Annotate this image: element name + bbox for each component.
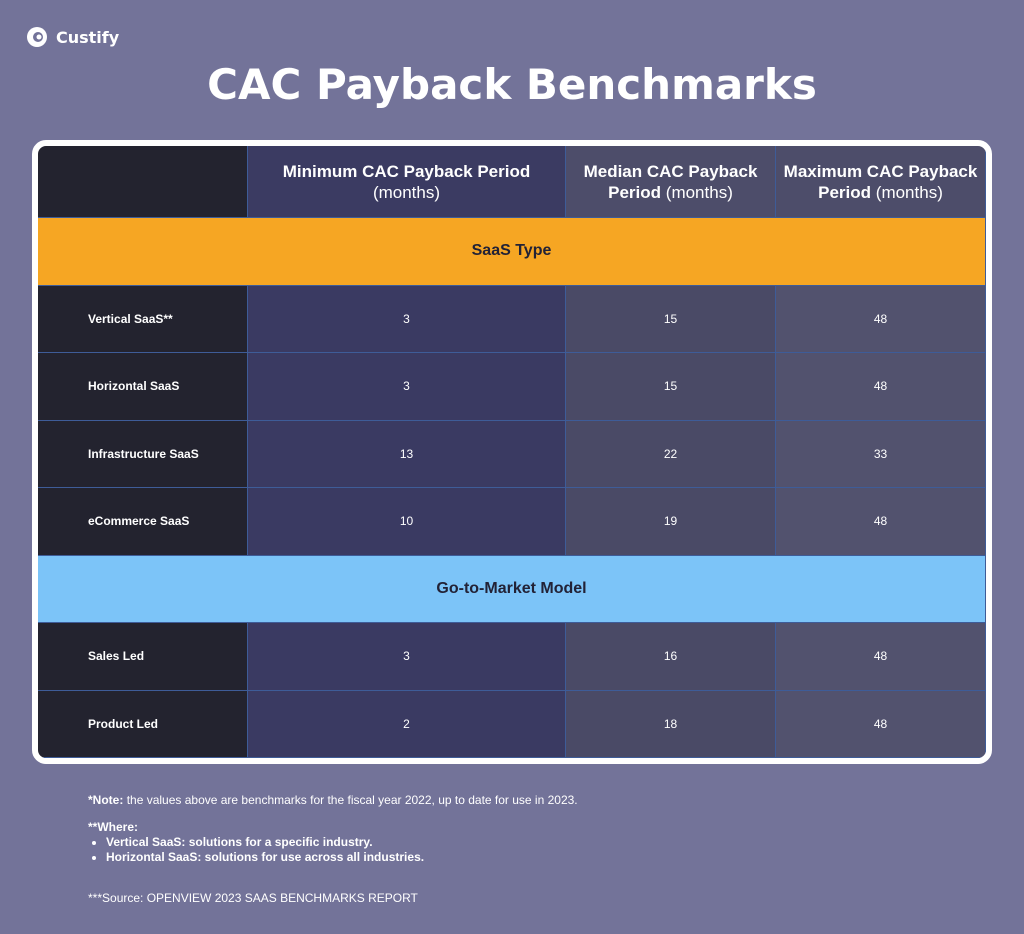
where-label: **Where: (88, 820, 139, 834)
bullet: Horizontal SaaS: solutions for use acros… (106, 850, 578, 865)
table-frame: Minimum CAC Payback Period (months) Media… (32, 140, 992, 764)
column-header: Minimum CAC Payback Period (months) (248, 146, 566, 218)
header-text: Minimum CAC Payback Period (months) (254, 161, 559, 203)
value-cell: 3 (248, 623, 566, 691)
header-corner (38, 146, 248, 218)
value-cell: 10 (248, 488, 566, 556)
value-cell: 48 (776, 488, 986, 556)
brand-logo (27, 27, 47, 47)
bullet-list: Vertical SaaS: solutions for a specific … (88, 835, 578, 865)
page-title: CAC Payback Benchmarks (207, 60, 817, 109)
value-cell: 19 (566, 488, 776, 556)
value-cell: 3 (248, 285, 566, 353)
value-cell: 16 (566, 623, 776, 691)
value-cell: 48 (776, 353, 986, 421)
note-text: the values above are benchmarks for the … (126, 793, 578, 807)
header-text: Median CAC Payback Period (months) (572, 161, 769, 203)
row-label: Infrastructure SaaS (38, 420, 248, 488)
header-light: (months) (372, 182, 441, 202)
row-label: Horizontal SaaS (38, 353, 248, 421)
value-cell: 48 (776, 690, 986, 758)
value-cell: 15 (566, 285, 776, 353)
value-cell: 15 (566, 353, 776, 421)
row-label: Sales Led (38, 623, 248, 691)
value-cell: 22 (566, 420, 776, 488)
header-bold: Minimum CAC Payback Period (282, 161, 531, 181)
value-cell: 3 (248, 353, 566, 421)
notes: *Note: the values above are benchmarks f… (88, 793, 578, 906)
brand: Custify (26, 26, 119, 48)
header-bold: Maximum CAC Payback Period (783, 161, 978, 202)
row-label: Product Led (38, 690, 248, 758)
header-bold: Median CAC Payback Period (583, 161, 758, 202)
section-header: Go-to-Market Model (38, 555, 986, 623)
note-label: *Note: (88, 793, 124, 807)
table: Minimum CAC Payback Period (months) Media… (38, 146, 986, 758)
header-text: Maximum CAC Payback Period (months) (782, 161, 979, 203)
header-light: (months) (875, 182, 943, 202)
brand-name: Custify (56, 27, 120, 47)
row-label: Vertical SaaS** (38, 285, 248, 353)
column-header: Maximum CAC Payback Period (months) (776, 146, 986, 218)
value-cell: 33 (776, 420, 986, 488)
value-cell: 48 (776, 623, 986, 691)
section-header: SaaS Type (38, 218, 986, 286)
header-light: (months) (665, 182, 733, 202)
value-cell: 18 (566, 690, 776, 758)
value-cell: 2 (248, 690, 566, 758)
bullet: Vertical SaaS: solutions for a specific … (106, 835, 578, 850)
note: *Note: the values above are benchmarks f… (88, 793, 578, 808)
source: ***Source: OPENVIEW 2023 SAAS BENCHMARKS… (88, 891, 418, 905)
value-cell: 13 (248, 420, 566, 488)
column-header: Median CAC Payback Period (months) (566, 146, 776, 218)
row-label: eCommerce SaaS (38, 488, 248, 556)
value-cell: 48 (776, 285, 986, 353)
